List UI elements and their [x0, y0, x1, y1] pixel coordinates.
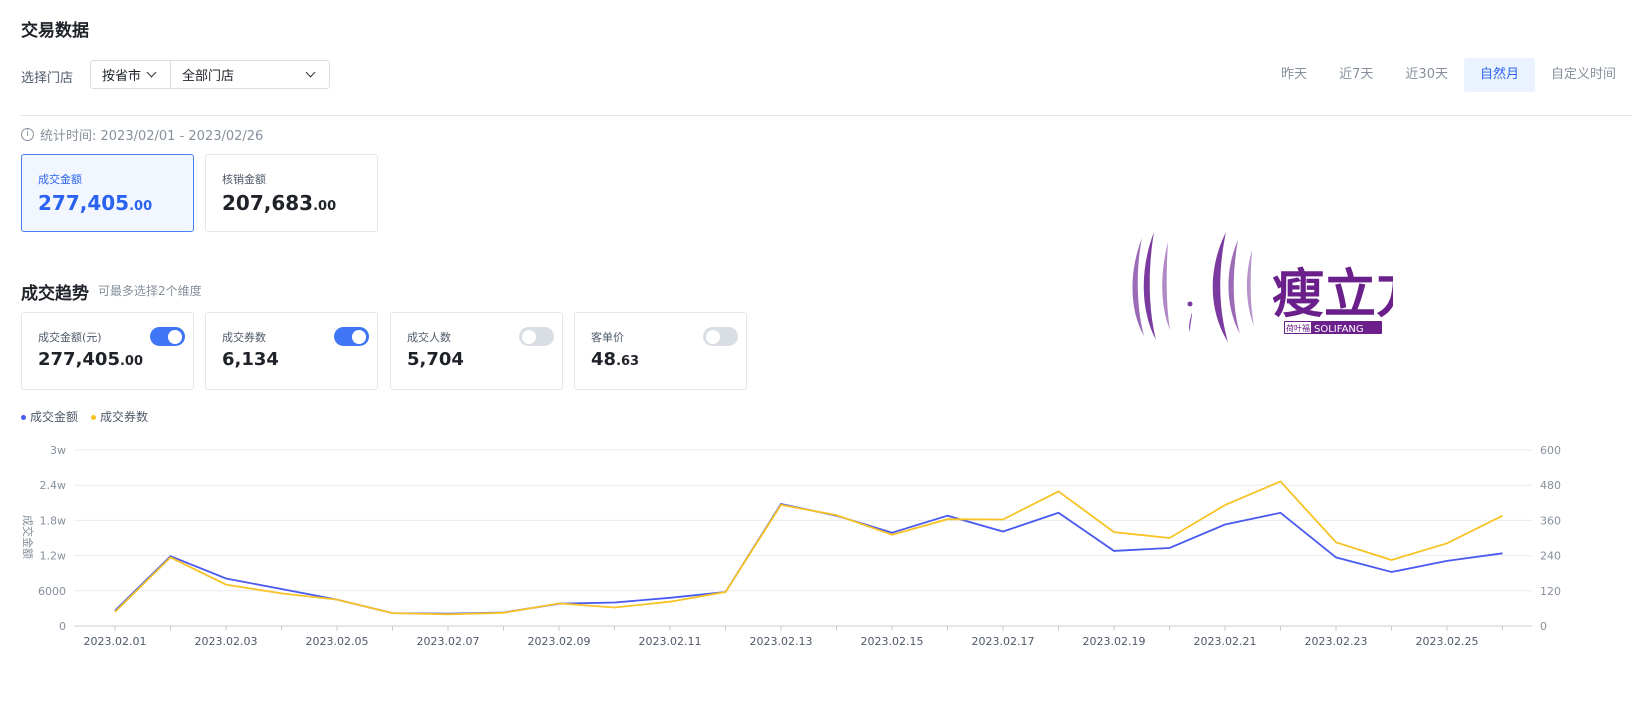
kpi-card-redeem-amount[interactable]: 核销金额 207,683.00: [205, 154, 378, 232]
kpi-card-deal-amount[interactable]: 成交金额 277,405.00: [21, 154, 194, 232]
region-select-value: 按省市: [102, 69, 142, 84]
x-tick-label: 2023.02.01: [84, 635, 147, 648]
stat-time-text: 统计时间: 2023/02/01 - 2023/02/26: [40, 129, 264, 144]
x-tick-label: 2023.02.19: [1083, 635, 1146, 648]
y-right-tick: 240: [1540, 550, 1561, 563]
y-left-tick: 3w: [50, 444, 66, 457]
metric-toggle[interactable]: [519, 327, 554, 346]
x-tick-label: 2023.02.25: [1416, 635, 1479, 648]
x-tick-label: 2023.02.13: [750, 635, 813, 648]
trend-section-title: 成交趋势: [21, 284, 89, 304]
y-left-tick: 2.4w: [40, 479, 67, 492]
metric-toggle[interactable]: [334, 327, 369, 346]
kpi-label: 核销金额: [222, 173, 266, 186]
x-tick-label: 2023.02.11: [639, 635, 702, 648]
region-select[interactable]: 按省市: [90, 60, 171, 89]
tab-yesterday[interactable]: 昨天: [1281, 67, 1308, 82]
tab-last-7-days[interactable]: 近7天: [1339, 67, 1374, 82]
y-left-tick: 0: [59, 620, 66, 633]
y-axis-label: 成交金额: [21, 515, 35, 559]
x-tick-label: 2023.02.15: [861, 635, 924, 648]
y-right-tick: 120: [1540, 585, 1561, 598]
divider: [21, 115, 1632, 116]
logo-badge-text: 荷叶福: [1286, 323, 1310, 333]
x-tick-label: 2023.02.03: [195, 635, 258, 648]
page-title: 交易数据: [21, 21, 89, 41]
trend-line-chart: 0 6000 1.2w 1.8w 2.4w 3w 0 120 240 360 480 600 成交金额 2…: [21, 444, 1561, 648]
store-filter-label: 选择门店: [21, 71, 74, 86]
chevron-down-icon: [146, 67, 157, 78]
metric-label: 成交人数: [407, 331, 451, 344]
tab-natural-month[interactable]: 自然月: [1463, 58, 1535, 92]
x-tick-label: 2023.02.05: [306, 635, 369, 648]
legend-item[interactable]: 成交券数: [91, 408, 148, 425]
x-tick-label: 2023.02.17: [972, 635, 1035, 648]
y-right-tick: 600: [1540, 444, 1561, 457]
logo-text-en: SOLIFANG: [1314, 324, 1364, 335]
store-select-value: 全部门店: [182, 69, 235, 84]
series-line-2: [114, 480, 1503, 616]
x-tick-label: 2023.02.07: [417, 635, 480, 648]
legend-item[interactable]: 成交金额: [21, 408, 78, 425]
y-left-tick: 1.8w: [40, 514, 67, 527]
metric-card-deal-amount[interactable]: 成交金额(元) 277,405.00: [21, 312, 194, 390]
stat-time: i 统计时间: 2023/02/01 - 2023/02/26: [21, 125, 263, 144]
logo-text-cn: 瘦立方: [1272, 265, 1393, 325]
kpi-value: 207,683.00: [222, 191, 337, 215]
metric-toggle[interactable]: [150, 327, 185, 346]
y-right-tick: 0: [1540, 620, 1547, 633]
store-select[interactable]: 全部门店: [170, 60, 330, 89]
kpi-label: 成交金额: [38, 173, 82, 186]
metric-card-avg-price[interactable]: 客单价 48.63: [574, 312, 747, 390]
tab-custom-time[interactable]: 自定义时间: [1550, 67, 1616, 82]
x-tick-label: 2023.02.09: [528, 635, 591, 648]
metric-value: 277,405.00: [38, 349, 144, 370]
metric-label: 客单价: [591, 331, 624, 344]
metric-value: 6,134: [222, 349, 279, 370]
x-tick-label: 2023.02.23: [1305, 635, 1368, 648]
metric-toggle[interactable]: [703, 327, 738, 346]
tab-last-30-days[interactable]: 近30天: [1405, 67, 1448, 82]
chevron-down-icon: [305, 67, 316, 78]
metric-label: 成交金额(元): [38, 331, 102, 344]
chart-legend: 成交金额 成交券数: [21, 408, 148, 425]
y-left-tick: 6000: [38, 585, 66, 598]
metric-value: 48.63: [591, 349, 640, 370]
metric-card-deal-customers[interactable]: 成交人数 5,704: [390, 312, 563, 390]
trend-section-hint: 可最多选择2个维度: [98, 284, 202, 298]
metric-label: 成交券数: [222, 331, 266, 344]
info-icon: i: [21, 128, 34, 141]
y-right-tick: 360: [1540, 514, 1561, 527]
x-tick-label: 2023.02.21: [1194, 635, 1257, 648]
metric-card-deal-vouchers[interactable]: 成交券数 6,134: [205, 312, 378, 390]
y-right-tick: 480: [1540, 479, 1561, 492]
y-left-tick: 1.2w: [40, 550, 67, 563]
kpi-value: 277,405.00: [38, 191, 153, 215]
brand-logo: 瘦立方 荷叶福 SOLIFANG: [1132, 232, 1393, 342]
time-range-tabs: 昨天 近7天 近30天 自然月 自定义时间: [1265, 58, 1632, 92]
metric-value: 5,704: [407, 349, 464, 370]
